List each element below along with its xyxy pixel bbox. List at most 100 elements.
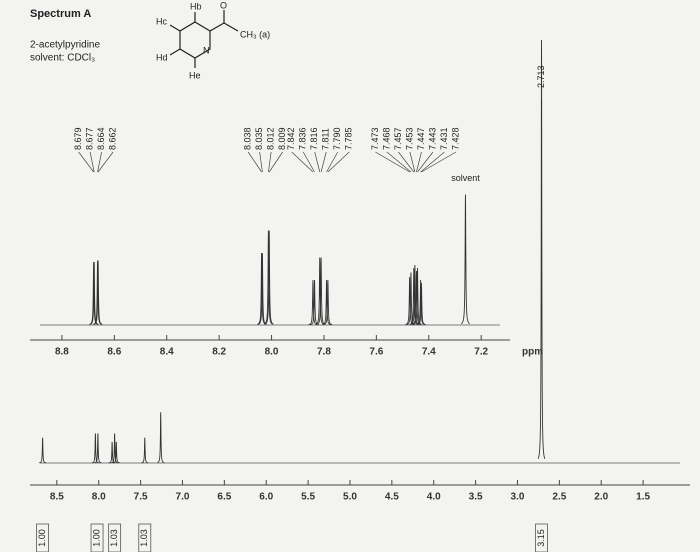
peak-leader: [268, 151, 283, 173]
peak-label: 8.038: [243, 127, 253, 150]
peak-leader: [420, 151, 445, 173]
peak: [39, 437, 47, 464]
peak-leader: [327, 151, 350, 173]
x-tick-label: 7.8: [317, 347, 331, 358]
atom-label: Hc: [156, 16, 167, 26]
x-tick-label: 8.8: [55, 347, 69, 358]
integral-label: 3.15: [536, 529, 546, 547]
integral-label: 1.03: [109, 529, 119, 547]
atom-label: O: [220, 0, 227, 10]
peak: [257, 252, 266, 325]
x-tick-label: 7.6: [369, 347, 383, 358]
integral-box: [36, 523, 50, 552]
peak-leader: [320, 151, 327, 173]
x-tick-label: 8.0: [92, 492, 106, 503]
x-tick-label: 4.0: [427, 492, 441, 503]
peak-label: 8.035: [254, 127, 264, 150]
bond: [169, 48, 181, 56]
peak-leader: [386, 151, 412, 173]
peak-leader: [268, 151, 272, 173]
peak-label: 8.009: [277, 127, 287, 150]
integral-label: 1.00: [37, 529, 47, 547]
x-tick-label: 1.5: [636, 492, 650, 503]
peak-label: 8.662: [107, 127, 117, 150]
peak-leader: [398, 151, 415, 173]
compound: 2-acetylpyridine: [30, 40, 100, 51]
peak: [323, 279, 333, 325]
peak-leader: [326, 151, 339, 173]
x-tick-label: 8.2: [212, 347, 226, 358]
integral-box: [90, 523, 104, 552]
peak-label: 7.811: [321, 128, 331, 150]
integral-label: 1.00: [91, 529, 101, 547]
peak-label: 7.816: [309, 127, 319, 150]
x-tick-label: 7.2: [474, 347, 488, 358]
peak: [315, 257, 325, 325]
x-tick-label: 5.0: [343, 492, 357, 503]
peak-label: 7.468: [381, 127, 391, 150]
peak-label: 7.453: [404, 127, 414, 150]
peak-label: 8.677: [84, 127, 94, 150]
x-tick-label: 2.0: [594, 492, 608, 503]
integral-box: [108, 523, 122, 552]
peak: [413, 267, 422, 325]
x-tick-label: 7.5: [134, 492, 148, 503]
peak-leader: [97, 151, 102, 173]
x-tick-label: 7.0: [176, 492, 190, 503]
peak: [264, 230, 273, 325]
peak-label: 7.842: [286, 127, 296, 150]
x-tick-label: 6.0: [259, 492, 273, 503]
peak-label: 7.790: [332, 127, 342, 150]
peak-leader: [259, 151, 263, 173]
x-tick-label: 8.4: [160, 347, 174, 358]
peak: [409, 267, 419, 325]
peak: [89, 261, 99, 325]
x-tick-label: 8.6: [107, 347, 121, 358]
x-tick-label: 3.0: [511, 492, 525, 503]
peak-leader: [375, 151, 410, 173]
peak: [91, 433, 99, 464]
peak-label: 8.012: [266, 127, 276, 150]
peak: [93, 260, 103, 325]
peak-leader: [417, 151, 434, 173]
x-tick-label: 4.5: [385, 492, 399, 503]
peak-label: 7.836: [298, 127, 308, 150]
solvent: solvent: CDCl₃: [30, 53, 95, 64]
peak-label: 2.713: [536, 65, 546, 88]
atom-label: Hb: [190, 1, 202, 11]
peak-leader: [302, 151, 315, 173]
peak-leader: [97, 151, 114, 173]
peak: [111, 433, 119, 464]
peak-label: 7.473: [370, 127, 380, 150]
peak-label: 8.679: [73, 127, 83, 150]
bond: [209, 22, 225, 32]
peak: [537, 39, 546, 459]
x-tick-label: 8.5: [50, 492, 64, 503]
atom-label: CH₃ (a): [240, 29, 270, 39]
peak-label: 8.664: [96, 127, 106, 150]
integral-box: [535, 523, 548, 552]
peak-leader: [409, 151, 416, 173]
atom-label: Hd: [156, 52, 168, 62]
peak-leader: [291, 151, 314, 173]
x-tick-label: 6.5: [217, 492, 231, 503]
solvent-peak: [461, 194, 470, 325]
peak: [112, 441, 120, 464]
title: Spectrum A: [30, 8, 91, 20]
peak-leader: [421, 151, 457, 173]
peak-label: 7.431: [439, 127, 449, 150]
peak-leader: [89, 151, 95, 173]
integral-label: 1.03: [139, 529, 149, 547]
peak-leader: [78, 151, 94, 173]
solvent-label: solvent: [451, 173, 480, 183]
atom-label: He: [189, 70, 201, 80]
x-axis-label: ppm: [522, 347, 543, 358]
peak-label: 7.447: [416, 127, 426, 150]
integral-box: [138, 523, 152, 552]
peak-label: 7.428: [450, 127, 460, 150]
x-tick-label: 5.5: [301, 492, 315, 503]
x-tick-label: 2.5: [552, 492, 566, 503]
peak: [94, 433, 102, 464]
peak: [322, 279, 331, 325]
